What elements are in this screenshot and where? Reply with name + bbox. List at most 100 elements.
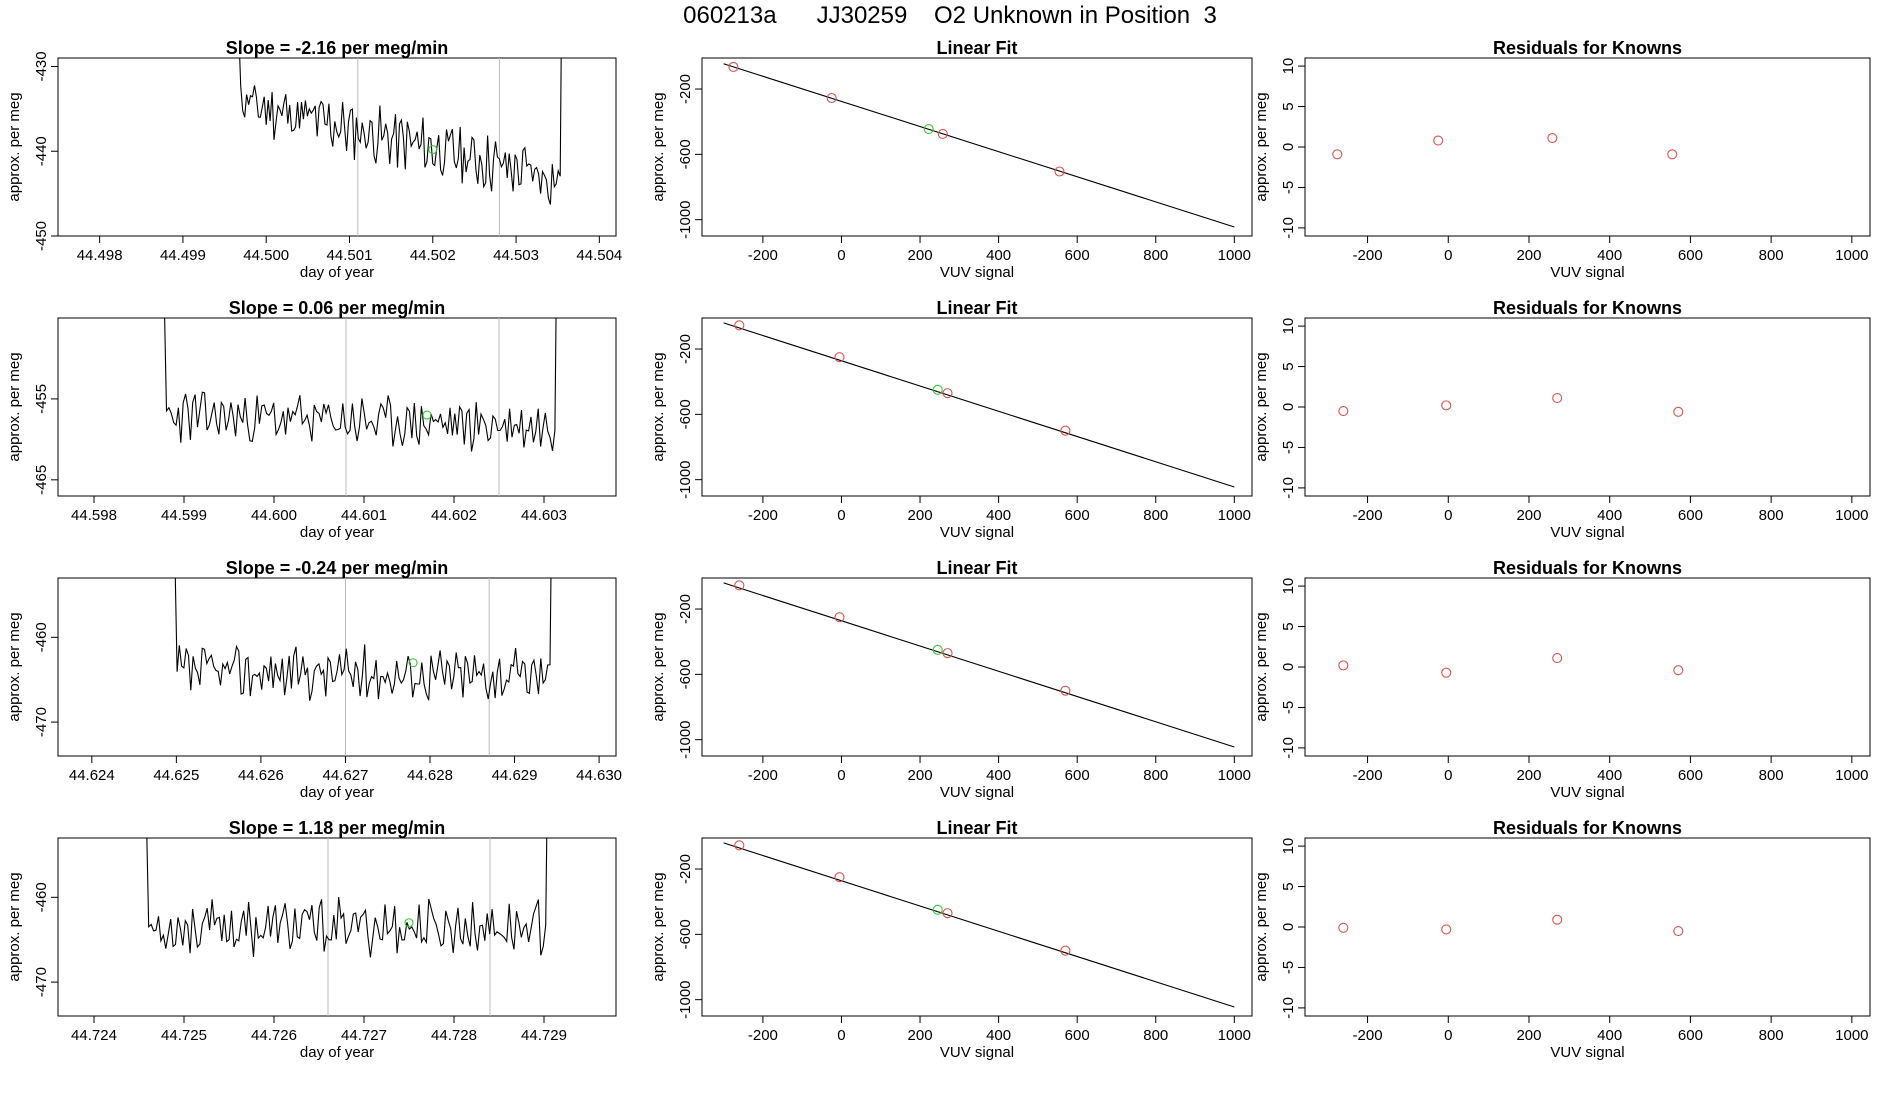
x-tick-label: 1000 [1835,767,1868,784]
y-tick-label: -470 [33,967,50,997]
residual-point [1667,149,1678,160]
x-tick-label: 44.727 [341,1027,387,1044]
residuals-panel-row4: Residuals for Knowns-200 0 200 400 600 800 100… [1253,818,1871,1061]
y-tick-label: 0 [1280,663,1297,671]
x-tick-label: -200 [748,507,778,524]
x-tick-label: 1000 [1218,507,1251,524]
y-tick-label: -10 [1280,737,1297,759]
x-axis-label: VUV signal [940,524,1014,541]
x-tick-label: 400 [986,1027,1011,1044]
measurement-trace [239,58,562,205]
fit-line [723,322,1235,488]
x-axis-label: day of year [300,264,374,281]
y-axis-label: approx. per meg [650,352,667,461]
y-tick-label: -600 [677,399,694,429]
x-tick-label: 44.504 [576,247,622,264]
x-tick-label: 200 [1516,1027,1541,1044]
y-tick-label: 5 [1280,102,1297,110]
x-axis-label: VUV signal [1550,524,1624,541]
plot-frame [57,837,617,1017]
y-tick-label: -600 [677,139,694,169]
timeseries-panel-row2: Slope = 0.06 per meg/min 44.598 44.599 44.6… [6,298,617,541]
y-axis-label: approx. per meg [6,872,23,981]
x-tick-label: 800 [1143,1027,1168,1044]
x-tick-label: 0 [837,507,845,524]
x-axis-label: VUV signal [940,784,1014,801]
y-tick-label: -10 [1280,997,1297,1019]
x-tick-label: 200 [1516,507,1541,524]
x-tick-label: 0 [1444,507,1452,524]
plot-frame [57,577,617,757]
y-tick-label: -200 [677,74,694,104]
x-axis-label: VUV signal [1550,784,1624,801]
x-tick-label: 800 [1759,507,1784,524]
y-tick-label: -5 [1280,961,1297,974]
x-tick-label: 1000 [1218,767,1251,784]
residual-point [1552,653,1563,664]
x-tick-label: 44.598 [71,507,117,524]
timeseries-plot-area [146,838,548,1016]
known-standard-point [826,92,837,104]
plot-frame [701,577,1253,757]
y-tick-label: -200 [677,334,694,364]
x-tick-label: 44.603 [521,507,567,524]
y-tick-label: -10 [1280,217,1297,239]
x-axis-label: day of year [300,784,374,801]
y-axis-label: approx. per meg [6,612,23,721]
x-tick-label: 1000 [1835,247,1868,264]
measurement-trace [164,318,557,452]
known-standard-point [734,580,745,591]
y-tick-label: 5 [1280,882,1297,890]
timeseries-title: Slope = -2.16 per meg/min [226,38,449,58]
linfit-title: Linear Fit [936,558,1017,578]
timeseries-plot-area [164,318,557,496]
x-tick-label: 600 [1678,507,1703,524]
x-tick-label: 0 [837,1027,845,1044]
x-tick-label: 44.628 [407,767,453,784]
linfit-panel-row2: Linear Fit -200 0 200 400 600 800 1000 -1000 -600… [650,298,1253,541]
y-tick-label: -1000 [677,980,694,1018]
timeseries-plot-area [239,58,562,236]
plot-frame [701,57,1253,237]
unknown-sample-point [404,918,414,928]
x-tick-label: 0 [1444,1027,1452,1044]
y-axis-label: approx. per meg [1253,92,1270,201]
linfit-plot-area [723,840,1235,1008]
x-tick-label: 600 [1678,767,1703,784]
y-tick-label: -465 [33,465,50,495]
residuals-title: Residuals for Knowns [1493,38,1682,58]
residuals-plot-area [1338,653,1684,678]
x-tick-label: 44.728 [431,1027,477,1044]
y-tick-label: -440 [33,136,50,166]
residuals-panel-row3: Residuals for Knowns-200 0 200 400 600 800 100… [1253,558,1871,801]
known-standard-point [1060,945,1071,956]
measurement-trace [146,838,548,958]
y-tick-label: -460 [33,882,50,912]
x-tick-label: 800 [1759,247,1784,264]
residual-point [1441,924,1452,935]
x-tick-label: 400 [986,507,1011,524]
y-tick-label: 10 [1280,58,1297,75]
x-tick-label: 400 [986,247,1011,264]
unknown-sample-point [932,644,943,655]
unknown-sample-point [428,144,438,155]
known-standard-point [834,352,845,363]
y-axis-label: approx. per meg [650,92,667,201]
x-axis-label: VUV signal [1550,264,1624,281]
residual-point [1332,149,1343,160]
known-standard-point [1060,425,1071,436]
known-standard-point [834,872,845,883]
x-tick-label: 600 [1065,507,1090,524]
timeseries-title: Slope = 1.18 per meg/min [229,818,446,838]
y-tick-label: 0 [1280,923,1297,931]
x-tick-label: -200 [748,767,778,784]
y-axis-label: approx. per meg [6,352,23,461]
plot-frame [1304,837,1871,1017]
plot-frame [701,837,1253,1017]
residual-point [1673,665,1684,676]
y-tick-label: -600 [677,919,694,949]
x-tick-label: 44.499 [160,247,206,264]
residual-point [1552,393,1563,404]
x-tick-label: 1000 [1835,507,1868,524]
